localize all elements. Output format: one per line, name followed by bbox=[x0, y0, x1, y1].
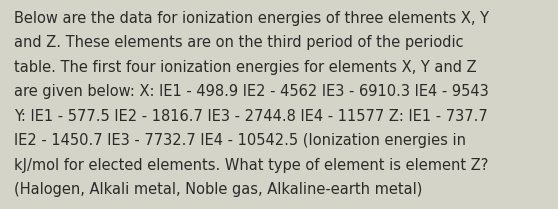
Text: kJ/mol for elected elements. What type of element is element Z?: kJ/mol for elected elements. What type o… bbox=[14, 158, 488, 173]
Text: are given below: X: IE1 - 498.9 IE2 - 4562 IE3 - 6910.3 IE4 - 9543: are given below: X: IE1 - 498.9 IE2 - 45… bbox=[14, 84, 489, 99]
Text: Y: IE1 - 577.5 IE2 - 1816.7 IE3 - 2744.8 IE4 - 11577 Z: IE1 - 737.7: Y: IE1 - 577.5 IE2 - 1816.7 IE3 - 2744.8… bbox=[14, 109, 488, 124]
Text: (Halogen, Alkali metal, Noble gas, Alkaline-earth metal): (Halogen, Alkali metal, Noble gas, Alkal… bbox=[14, 182, 422, 198]
Text: Below are the data for ionization energies of three elements X, Y: Below are the data for ionization energi… bbox=[14, 11, 489, 26]
Text: table. The first four ionization energies for elements X, Y and Z: table. The first four ionization energie… bbox=[14, 60, 477, 75]
Text: IE2 - 1450.7 IE3 - 7732.7 IE4 - 10542.5 (Ionization energies in: IE2 - 1450.7 IE3 - 7732.7 IE4 - 10542.5 … bbox=[14, 134, 466, 149]
Text: and Z. These elements are on the third period of the periodic: and Z. These elements are on the third p… bbox=[14, 36, 464, 51]
